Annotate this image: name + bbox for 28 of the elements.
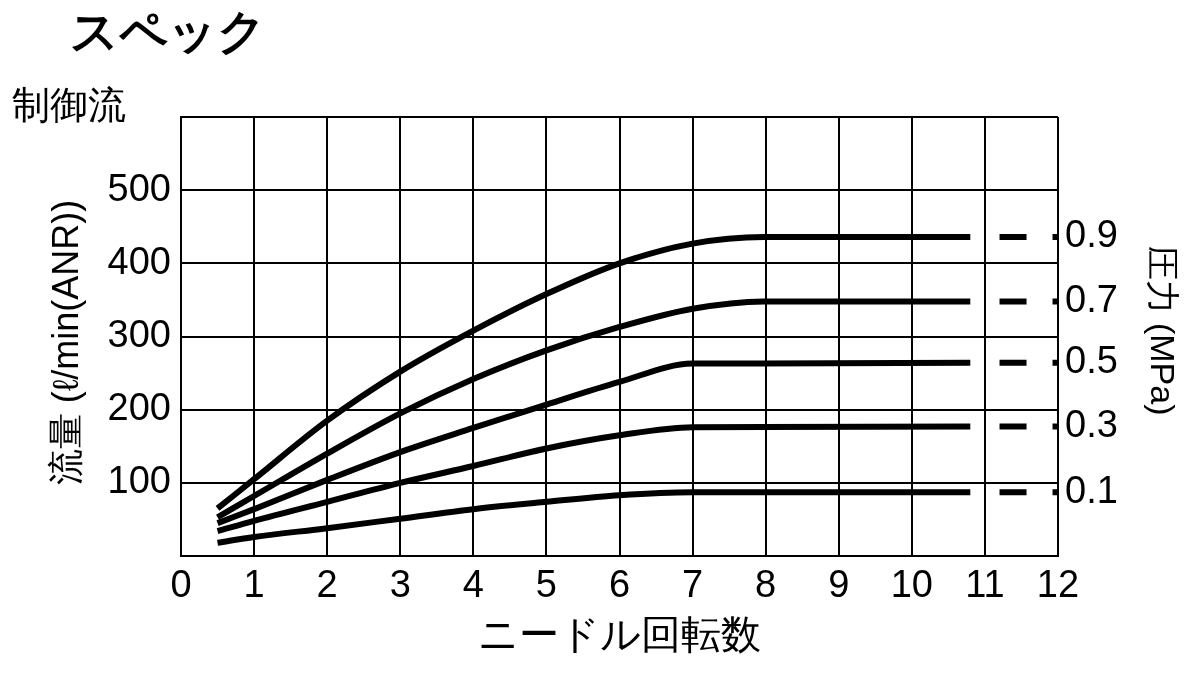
- x-tick-label: 5: [535, 563, 557, 606]
- y-tick-label: 400: [107, 239, 171, 282]
- text: 0.7: [1065, 277, 1118, 320]
- x-tick-label: 10: [890, 563, 933, 606]
- x-tick-label: 12: [1036, 563, 1080, 606]
- y2-axis-title: 圧力 (MPa): [1143, 245, 1182, 416]
- y-tick-label: 200: [107, 386, 171, 429]
- y-axis-title: 流量 (ℓ/min(ANR)): [44, 199, 86, 486]
- text: 0.5: [1065, 339, 1118, 382]
- y-tick-label: 100: [107, 459, 171, 502]
- text: 制御流: [12, 84, 126, 126]
- text: 0.9: [1065, 213, 1118, 256]
- text: 0.1: [1065, 468, 1118, 511]
- x-tick-label: 7: [682, 563, 704, 606]
- chart-title: スペック: [70, 5, 266, 58]
- x-tick-label: 3: [389, 563, 411, 606]
- y-tick-label: 300: [107, 312, 171, 355]
- x-tick-label: 4: [462, 563, 484, 606]
- text: 0.3: [1065, 402, 1118, 445]
- x-tick-label: 2: [316, 563, 338, 606]
- y-tick-label: 500: [107, 166, 171, 209]
- x-tick-label: 6: [608, 563, 631, 606]
- x-tick-label: 11: [965, 563, 1005, 606]
- x-tick-label: 1: [243, 563, 265, 606]
- x-tick-label: 8: [755, 563, 777, 606]
- x-axis-title: ニードル回転数: [478, 612, 761, 657]
- x-tick-label: 9: [828, 563, 850, 606]
- x-tick-label: 0: [170, 563, 192, 606]
